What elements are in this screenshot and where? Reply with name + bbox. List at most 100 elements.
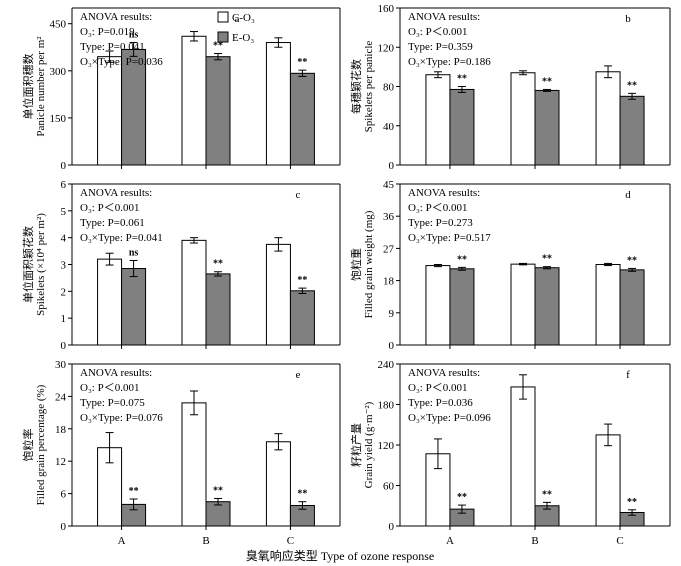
anova-line: ANOVA results: bbox=[408, 187, 480, 199]
legend-swatch bbox=[217, 31, 229, 43]
y-tick-label: 18 bbox=[55, 424, 67, 436]
x-tick-label: A bbox=[446, 535, 454, 547]
x-tick-label: A bbox=[118, 535, 126, 547]
y-tick-label: 120 bbox=[378, 42, 395, 54]
y-axis-title-cn: 单位面积穗数 bbox=[21, 54, 35, 120]
legend-label: E-O₃ bbox=[232, 32, 254, 44]
y-tick-label: 18 bbox=[383, 276, 395, 288]
y-axis-title-en: Grain yield (g·m⁻²) bbox=[363, 401, 375, 488]
y-tick-label: 2 bbox=[61, 286, 67, 298]
panel-letter: e bbox=[296, 369, 301, 381]
y-axis-title-cn: 饱粒重 bbox=[349, 248, 363, 281]
panel-e: 0 6 12 18 24 30 饱粒率 Filled grain percentage (%)… bbox=[21, 359, 341, 547]
significance-label: ns bbox=[129, 247, 139, 258]
legend-label: C-O₃ bbox=[232, 12, 255, 24]
bar-e-o3 bbox=[205, 56, 231, 166]
y-tick-label: 4 bbox=[61, 233, 67, 245]
anova-line: O₃×Type: P=0.186 bbox=[408, 56, 491, 68]
y-tick-label: 3 bbox=[61, 260, 67, 272]
significance-label: ** bbox=[627, 80, 637, 91]
bar-c-o3 bbox=[425, 265, 451, 346]
y-tick-label: 80 bbox=[383, 82, 395, 94]
y-tick-label: 30 bbox=[55, 359, 67, 371]
x-tick-label: C bbox=[616, 535, 623, 547]
x-axis-title: 臭氧响应类型 Type of ozone response bbox=[246, 548, 434, 563]
bar-c-o3 bbox=[510, 386, 536, 527]
y-tick-label: 6 bbox=[61, 489, 67, 501]
bar-c-o3 bbox=[181, 239, 207, 346]
anova-line: O₃×Type: P=0.036 bbox=[80, 56, 163, 68]
y-tick-label: 300 bbox=[50, 66, 67, 78]
anova-line: O₃: P＜0.001 bbox=[408, 202, 467, 214]
y-tick-label: 0 bbox=[61, 340, 67, 352]
y-tick-label: 1 bbox=[61, 313, 67, 325]
panel-letter: a bbox=[235, 13, 240, 25]
significance-label: ** bbox=[542, 489, 552, 500]
panel-a: 0 150 300 450 单位面积穗数 Panicle number per m² ns *… bbox=[21, 7, 341, 172]
bar-e-o3 bbox=[205, 273, 231, 346]
bar-e-o3 bbox=[534, 267, 560, 346]
anova-line: ANOVA results: bbox=[80, 367, 152, 379]
bar-e-o3 bbox=[289, 72, 315, 166]
anova-line: Type: P=0.041 bbox=[80, 41, 145, 53]
significance-label: ** bbox=[213, 485, 223, 496]
panel-letter: c bbox=[296, 189, 301, 201]
bar-e-o3 bbox=[205, 501, 231, 527]
significance-label: ** bbox=[457, 492, 467, 503]
significance-label: ** bbox=[297, 489, 307, 500]
significance-label: ** bbox=[542, 76, 552, 87]
y-axis-title-en: Filled grain weight (mg) bbox=[363, 210, 375, 318]
y-tick-label: 240 bbox=[378, 359, 395, 371]
y-tick-label: 0 bbox=[61, 160, 67, 172]
y-axis-title-en: Panicle number per m² bbox=[35, 36, 47, 137]
bar-e-o3 bbox=[619, 269, 645, 346]
panel-letter: d bbox=[625, 189, 631, 201]
x-tick-label: B bbox=[531, 535, 538, 547]
anova-line: Type: P=0.061 bbox=[80, 217, 145, 229]
y-tick-label: 150 bbox=[50, 113, 67, 125]
significance-label: ** bbox=[213, 259, 223, 270]
significance-label: ** bbox=[627, 255, 637, 266]
bar-e-o3 bbox=[121, 268, 147, 346]
significance-label: ** bbox=[297, 275, 307, 286]
anova-line: ANOVA results: bbox=[80, 187, 152, 199]
bar-e-o3 bbox=[619, 95, 645, 166]
y-tick-label: 40 bbox=[383, 121, 395, 133]
bar-c-o3 bbox=[181, 402, 207, 527]
bar-c-o3 bbox=[181, 35, 207, 166]
y-axis-title-cn: 饱粒率 bbox=[21, 429, 35, 462]
anova-line: O₃×Type: P=0.076 bbox=[80, 412, 163, 424]
anova-line: ANOVA results: bbox=[408, 367, 480, 379]
y-tick-label: 6 bbox=[61, 179, 67, 191]
bar-c-o3 bbox=[595, 434, 621, 527]
anova-line: O₃: P＜0.001 bbox=[80, 202, 139, 214]
significance-label: ns bbox=[129, 30, 139, 41]
y-tick-label: 0 bbox=[389, 340, 395, 352]
bar-c-o3 bbox=[97, 258, 123, 346]
panel-f: 0 60 120 180 240 籽粒产量 Grain yield (g·m⁻²) A B C **… bbox=[349, 359, 671, 547]
bar-c-o3 bbox=[425, 74, 451, 166]
anova-line: O₃: P=0.019 bbox=[80, 26, 135, 38]
x-tick-label: C bbox=[287, 535, 294, 547]
y-tick-label: 5 bbox=[61, 206, 67, 218]
y-tick-label: 45 bbox=[383, 179, 395, 191]
anova-line: O₃: P＜0.001 bbox=[80, 382, 139, 394]
bar-e-o3 bbox=[121, 48, 147, 166]
y-axis-title-cn: 单位面积颖花数 bbox=[21, 226, 35, 303]
anova-line: ANOVA results: bbox=[408, 11, 480, 23]
anova-line: O₃: P＜0.001 bbox=[408, 26, 467, 38]
y-tick-label: 27 bbox=[383, 243, 395, 255]
y-tick-label: 60 bbox=[383, 481, 395, 493]
bar-e-o3 bbox=[449, 88, 475, 166]
significance-label: ** bbox=[457, 254, 467, 265]
significance-label: ** bbox=[129, 486, 139, 497]
y-tick-label: 9 bbox=[389, 308, 395, 320]
y-axis-title-en: Filled grain percentage (%) bbox=[35, 384, 47, 505]
significance-label: ** bbox=[627, 497, 637, 508]
anova-line: ANOVA results: bbox=[80, 11, 152, 23]
y-tick-label: 180 bbox=[378, 400, 395, 412]
anova-line: Type: P=0.273 bbox=[408, 217, 473, 229]
anova-line: Type: P=0.359 bbox=[408, 41, 473, 53]
y-axis-title-en: Spikelets per panicle bbox=[363, 41, 375, 133]
anova-line: Type: P=0.036 bbox=[408, 397, 473, 409]
